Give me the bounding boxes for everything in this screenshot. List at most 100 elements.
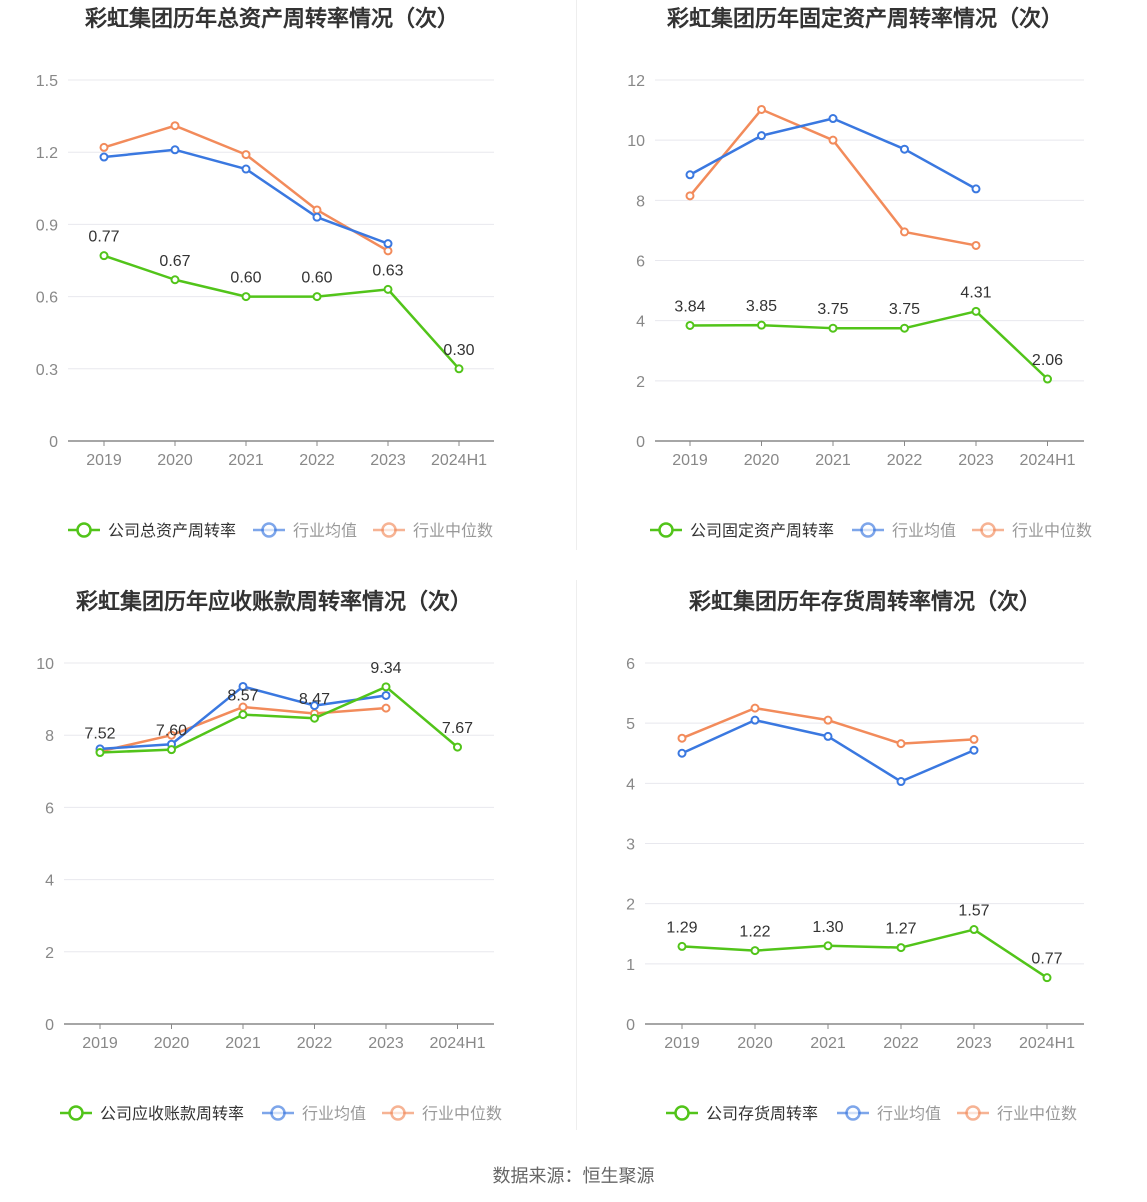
legend-label: 公司总资产周转率 <box>108 522 236 540</box>
legend-label: 行业均值 <box>293 522 357 540</box>
data-point-avg <box>383 239 393 249</box>
data-point-avg <box>170 145 180 155</box>
data-point-company <box>383 284 393 294</box>
x-tick-label: 2024H1 <box>1019 452 1075 469</box>
x-tick-label: 2020 <box>737 1035 773 1052</box>
series-line-avg <box>103 148 389 245</box>
data-point-company <box>828 323 838 333</box>
chart-receivable-turnover: 彩虹集团历年应收账款周转率情况（次） 0 2 4 6 8 10 2019 2020 2021 202… <box>0 583 576 1143</box>
legend-item-company: 公司应收账款周转率 <box>60 1104 244 1123</box>
data-point-company <box>757 320 766 330</box>
data-source: 数据来源：恒生聚源 <box>492 1166 655 1186</box>
x-tick-label: 2021 <box>815 452 851 469</box>
data-label: 1.57 <box>958 903 989 920</box>
legend-label: 公司存货周转率 <box>706 1105 818 1123</box>
data-point-avg <box>828 114 838 124</box>
data-point-company <box>971 306 981 316</box>
data-point-median <box>896 739 906 749</box>
data-point-company <box>1043 374 1052 384</box>
legend-swatch-marker <box>860 522 876 538</box>
data-point-avg <box>381 690 391 700</box>
data-point-avg <box>312 212 322 222</box>
y-tick-label: 0 <box>45 1017 54 1034</box>
legend-swatch-marker <box>845 1105 861 1121</box>
y-tick-label: 5 <box>626 716 635 733</box>
data-point-company <box>750 946 760 956</box>
data-point-avg <box>823 731 833 741</box>
data-point-median <box>823 715 833 725</box>
data-point-median <box>381 703 391 713</box>
chart-total-asset-turnover: 彩虹集团历年总资产周转率情况（次） 0 0.3 0.6 0.9 1.2 1.5 2019 202… <box>0 0 576 560</box>
y-tick-label: 0 <box>49 434 58 451</box>
data-point-avg <box>750 715 760 725</box>
y-tick-label: 4 <box>45 873 54 890</box>
legend-item-median: 行业中位数 <box>972 522 1092 540</box>
data-label: 1.22 <box>739 924 770 941</box>
data-label: 9.34 <box>370 660 401 677</box>
series-line-company <box>681 928 1048 979</box>
data-label: 2.06 <box>1032 352 1063 369</box>
data-point-avg <box>896 777 906 787</box>
data-point-company <box>454 364 464 374</box>
legend-item-company: 公司总资产周转率 <box>68 522 236 540</box>
series-line-avg <box>681 718 975 783</box>
chart-title: 彩虹集团历年应收账款周转率情况（次） <box>75 589 472 614</box>
legend-swatch-marker <box>980 522 996 538</box>
data-point-avg <box>677 748 687 758</box>
data-point-avg <box>241 164 251 174</box>
x-tick-label: 2023 <box>370 452 406 469</box>
chart-svg: 彩虹集团历年总资产周转率情况（次） 0 0.3 0.6 0.9 1.2 1.5 2019 202… <box>36 6 494 540</box>
y-tick-label: 2 <box>636 374 645 391</box>
data-point-median <box>828 135 838 145</box>
data-point-company <box>170 275 180 285</box>
data-label: 0.60 <box>301 270 332 287</box>
data-label: 3.85 <box>746 298 777 315</box>
y-tick-label: 0 <box>636 434 645 451</box>
x-tick-label: 2024H1 <box>1019 1035 1075 1052</box>
legend-label: 行业中位数 <box>997 1105 1077 1123</box>
y-tick-label: 1.2 <box>36 145 58 162</box>
data-point-company <box>95 748 105 758</box>
data-point-company <box>241 292 251 302</box>
panel-divider-bottom <box>576 580 577 1130</box>
legend-item-avg: 行业均值 <box>262 1105 366 1123</box>
data-point-company <box>969 925 979 935</box>
chart-svg: 彩虹集团历年固定资产周转率情况（次） 0 2 4 6 8 10 12 2019 2020 2021 2… <box>627 6 1092 540</box>
x-tick-label: 2022 <box>883 1035 919 1052</box>
data-point-median <box>99 142 109 152</box>
chart-svg: 彩虹集团历年应收账款周转率情况（次） 0 2 4 6 8 10 2019 2020 2021 202… <box>36 589 502 1123</box>
legend-label: 行业中位数 <box>1012 522 1092 540</box>
chart-fixed-asset-turnover: 彩虹集团历年固定资产周转率情况（次） 0 2 4 6 8 10 12 2019 2020 2021 2… <box>577 0 1147 560</box>
data-point-company <box>167 745 176 755</box>
chart-inventory-turnover: 彩虹集团历年存货周转率情况（次） 0 1 2 3 4 5 6 2019 2020 2021 2022 2… <box>577 583 1147 1143</box>
data-label: 1.30 <box>812 919 843 936</box>
x-tick-label: 2021 <box>228 452 264 469</box>
data-label: 0.77 <box>1031 951 1062 968</box>
data-point-median <box>312 205 322 215</box>
data-label: 7.67 <box>442 720 473 737</box>
legend-swatch-marker <box>390 1105 406 1121</box>
data-point-median <box>685 191 695 201</box>
y-tick-label: 6 <box>636 254 645 271</box>
y-tick-label: 2 <box>45 945 54 962</box>
data-point-avg <box>757 131 766 141</box>
data-label: 7.60 <box>156 723 187 740</box>
data-label: 3.84 <box>674 298 705 315</box>
legend-item-company: 公司存货周转率 <box>666 1105 818 1123</box>
y-tick-label: 10 <box>627 133 645 150</box>
data-point-avg <box>900 144 909 154</box>
series-line-median <box>689 108 977 247</box>
legend-swatch-marker <box>965 1105 981 1121</box>
y-tick-label: 6 <box>45 800 54 817</box>
chart-title: 彩虹集团历年存货周转率情况（次） <box>688 589 1041 614</box>
y-tick-label: 1.5 <box>36 73 58 90</box>
data-point-median <box>969 734 979 744</box>
legend-swatch-marker <box>270 1105 286 1121</box>
x-tick-label: 2021 <box>225 1035 261 1052</box>
legend-label: 行业中位数 <box>413 522 493 540</box>
data-point-median <box>170 121 180 131</box>
y-tick-label: 2 <box>626 897 635 914</box>
y-tick-label: 0.6 <box>36 290 58 307</box>
x-tick-label: 2020 <box>744 452 780 469</box>
x-tick-label: 2022 <box>299 452 335 469</box>
